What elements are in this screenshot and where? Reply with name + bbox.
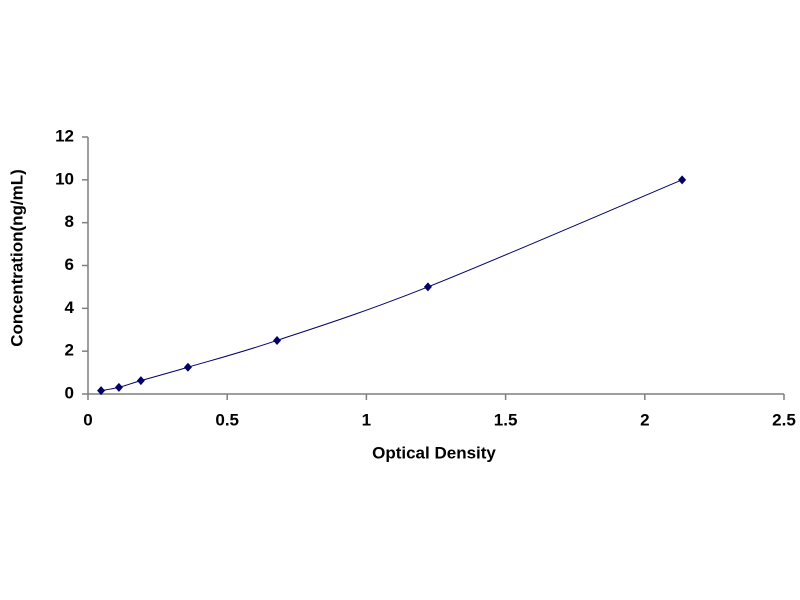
x-tick-label: 1.5: [494, 410, 518, 429]
x-tick-label: 1: [362, 410, 371, 429]
y-axis-label: Concentration(ng/mL): [7, 169, 26, 347]
x-tick-label: 0.5: [215, 410, 239, 429]
y-tick-label: 4: [65, 298, 75, 317]
y-tick-label: 0: [65, 383, 74, 402]
data-point: [97, 386, 106, 396]
x-tick-label: 2.5: [772, 410, 796, 429]
y-tick-label: 10: [55, 169, 74, 188]
y-tick-label: 6: [65, 255, 74, 274]
data-point: [183, 362, 192, 372]
fit-line: [100, 179, 683, 392]
x-axis-label: Optical Density: [372, 443, 496, 462]
y-tick-label: 2: [65, 341, 74, 360]
data-point: [678, 175, 687, 185]
y-tick-label: 8: [65, 212, 74, 231]
data-point: [136, 376, 145, 386]
y-tick-label: 12: [55, 126, 74, 145]
data-point: [114, 382, 123, 392]
data-point: [273, 335, 282, 345]
data-point: [423, 282, 432, 292]
x-tick-label: 0: [83, 410, 92, 429]
x-tick-label: 2: [640, 410, 649, 429]
